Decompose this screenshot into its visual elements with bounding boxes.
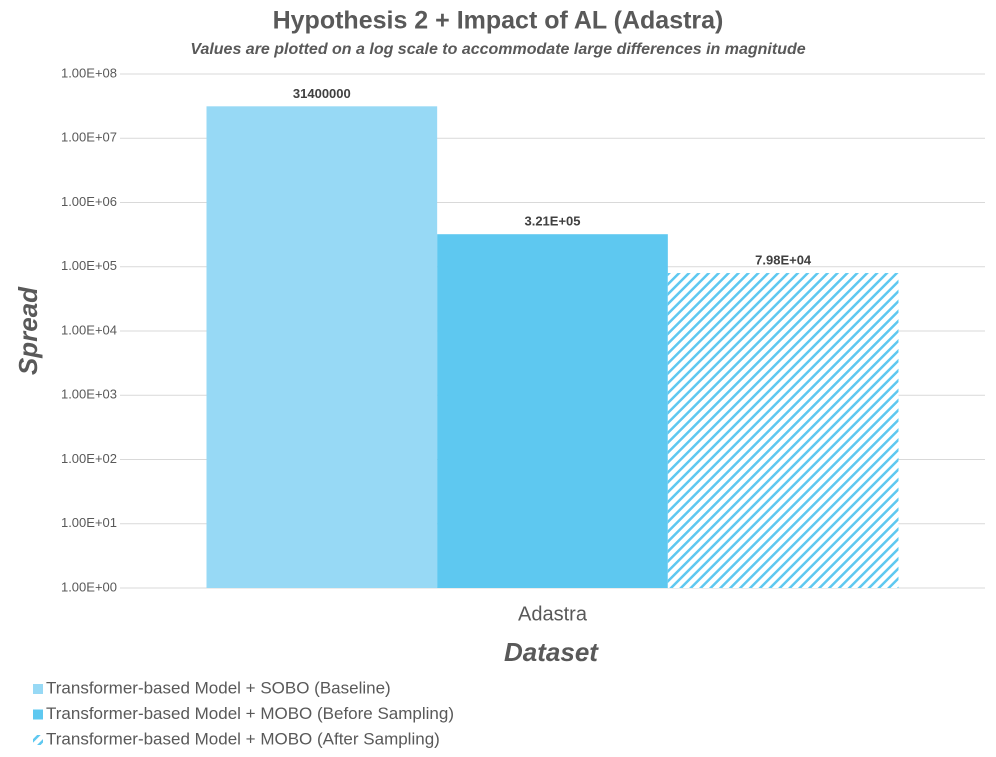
legend-swatch xyxy=(33,709,43,720)
x-axis-label: Dataset xyxy=(504,637,599,667)
data-label: 7.98E+04 xyxy=(755,252,812,267)
legend-label: Transformer-based Model + SOBO (Baseline… xyxy=(46,678,391,697)
y-tick-label: 1.00E+01 xyxy=(61,515,117,530)
x-tick-label: Adastra xyxy=(518,603,588,625)
legend-swatch xyxy=(33,735,43,745)
y-tick-label: 1.00E+00 xyxy=(61,579,117,594)
y-tick-label: 1.00E+03 xyxy=(61,387,117,402)
legend-label: Transformer-based Model + MOBO (Before S… xyxy=(46,704,454,723)
y-tick-label: 1.00E+02 xyxy=(61,451,117,466)
y-tick-label: 1.00E+05 xyxy=(61,258,117,273)
bar xyxy=(206,106,438,589)
legend-swatch xyxy=(33,684,43,694)
y-tick-label: 1.00E+06 xyxy=(61,194,117,209)
bar xyxy=(667,273,899,588)
y-tick-label: 1.00E+08 xyxy=(61,65,117,80)
chart-subtitle: Values are plotted on a log scale to acc… xyxy=(190,41,805,58)
bar xyxy=(437,234,668,589)
data-label: 31400000 xyxy=(293,86,351,101)
data-label: 3.21E+05 xyxy=(524,214,580,229)
y-tick-label: 1.00E+07 xyxy=(61,130,117,145)
y-tick-label: 1.00E+04 xyxy=(61,322,117,337)
legend-label: Transformer-based Model + MOBO (After Sa… xyxy=(46,729,440,748)
chart-title: Hypothesis 2 + Impact of AL (Adastra) xyxy=(273,7,724,35)
y-axis-label: Spread xyxy=(13,286,43,375)
